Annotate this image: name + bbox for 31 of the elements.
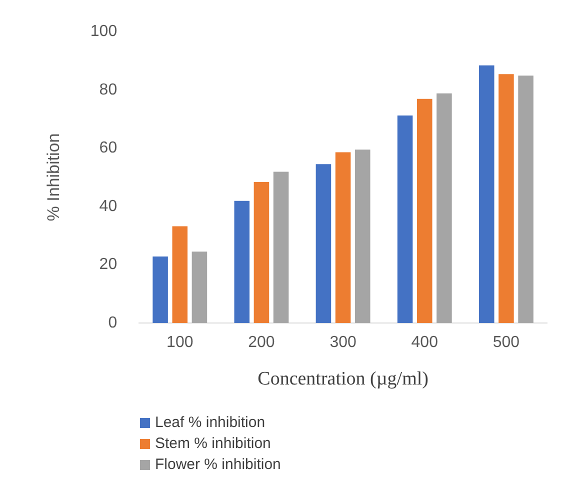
bar bbox=[518, 76, 534, 323]
bar bbox=[416, 98, 432, 323]
y-tick-label: 20 bbox=[99, 256, 118, 274]
x-axis-title: Concentration (µg/ml) bbox=[258, 368, 428, 390]
bar bbox=[436, 93, 452, 323]
x-tick-label: 400 bbox=[411, 334, 438, 352]
x-tick-label: 200 bbox=[248, 334, 275, 352]
bar bbox=[254, 182, 270, 323]
legend-label: Leaf % inhibition bbox=[155, 414, 266, 431]
y-tick-label: 60 bbox=[99, 140, 118, 157]
y-tick-label: 0 bbox=[108, 314, 118, 332]
y-tick-label: 100 bbox=[90, 23, 118, 40]
y-tick-label: 80 bbox=[99, 81, 118, 98]
bar bbox=[335, 152, 351, 323]
bar bbox=[152, 256, 168, 323]
x-tick-label: 500 bbox=[492, 334, 520, 352]
bar bbox=[498, 74, 514, 323]
bar bbox=[354, 150, 370, 323]
bar bbox=[234, 200, 250, 323]
legend-label: Flower % inhibition bbox=[155, 456, 281, 473]
bar bbox=[397, 116, 413, 323]
y-tick-label: 40 bbox=[99, 198, 118, 215]
bar bbox=[478, 65, 494, 323]
bar bbox=[316, 164, 332, 323]
y-axis-title: % Inhibition bbox=[44, 133, 63, 222]
x-tick-label: 300 bbox=[330, 334, 356, 352]
bar bbox=[172, 226, 188, 323]
bar bbox=[192, 252, 208, 323]
bar bbox=[273, 172, 289, 323]
legend-label: Stem % inhibition bbox=[155, 435, 271, 452]
x-tick-label: 100 bbox=[166, 334, 194, 352]
